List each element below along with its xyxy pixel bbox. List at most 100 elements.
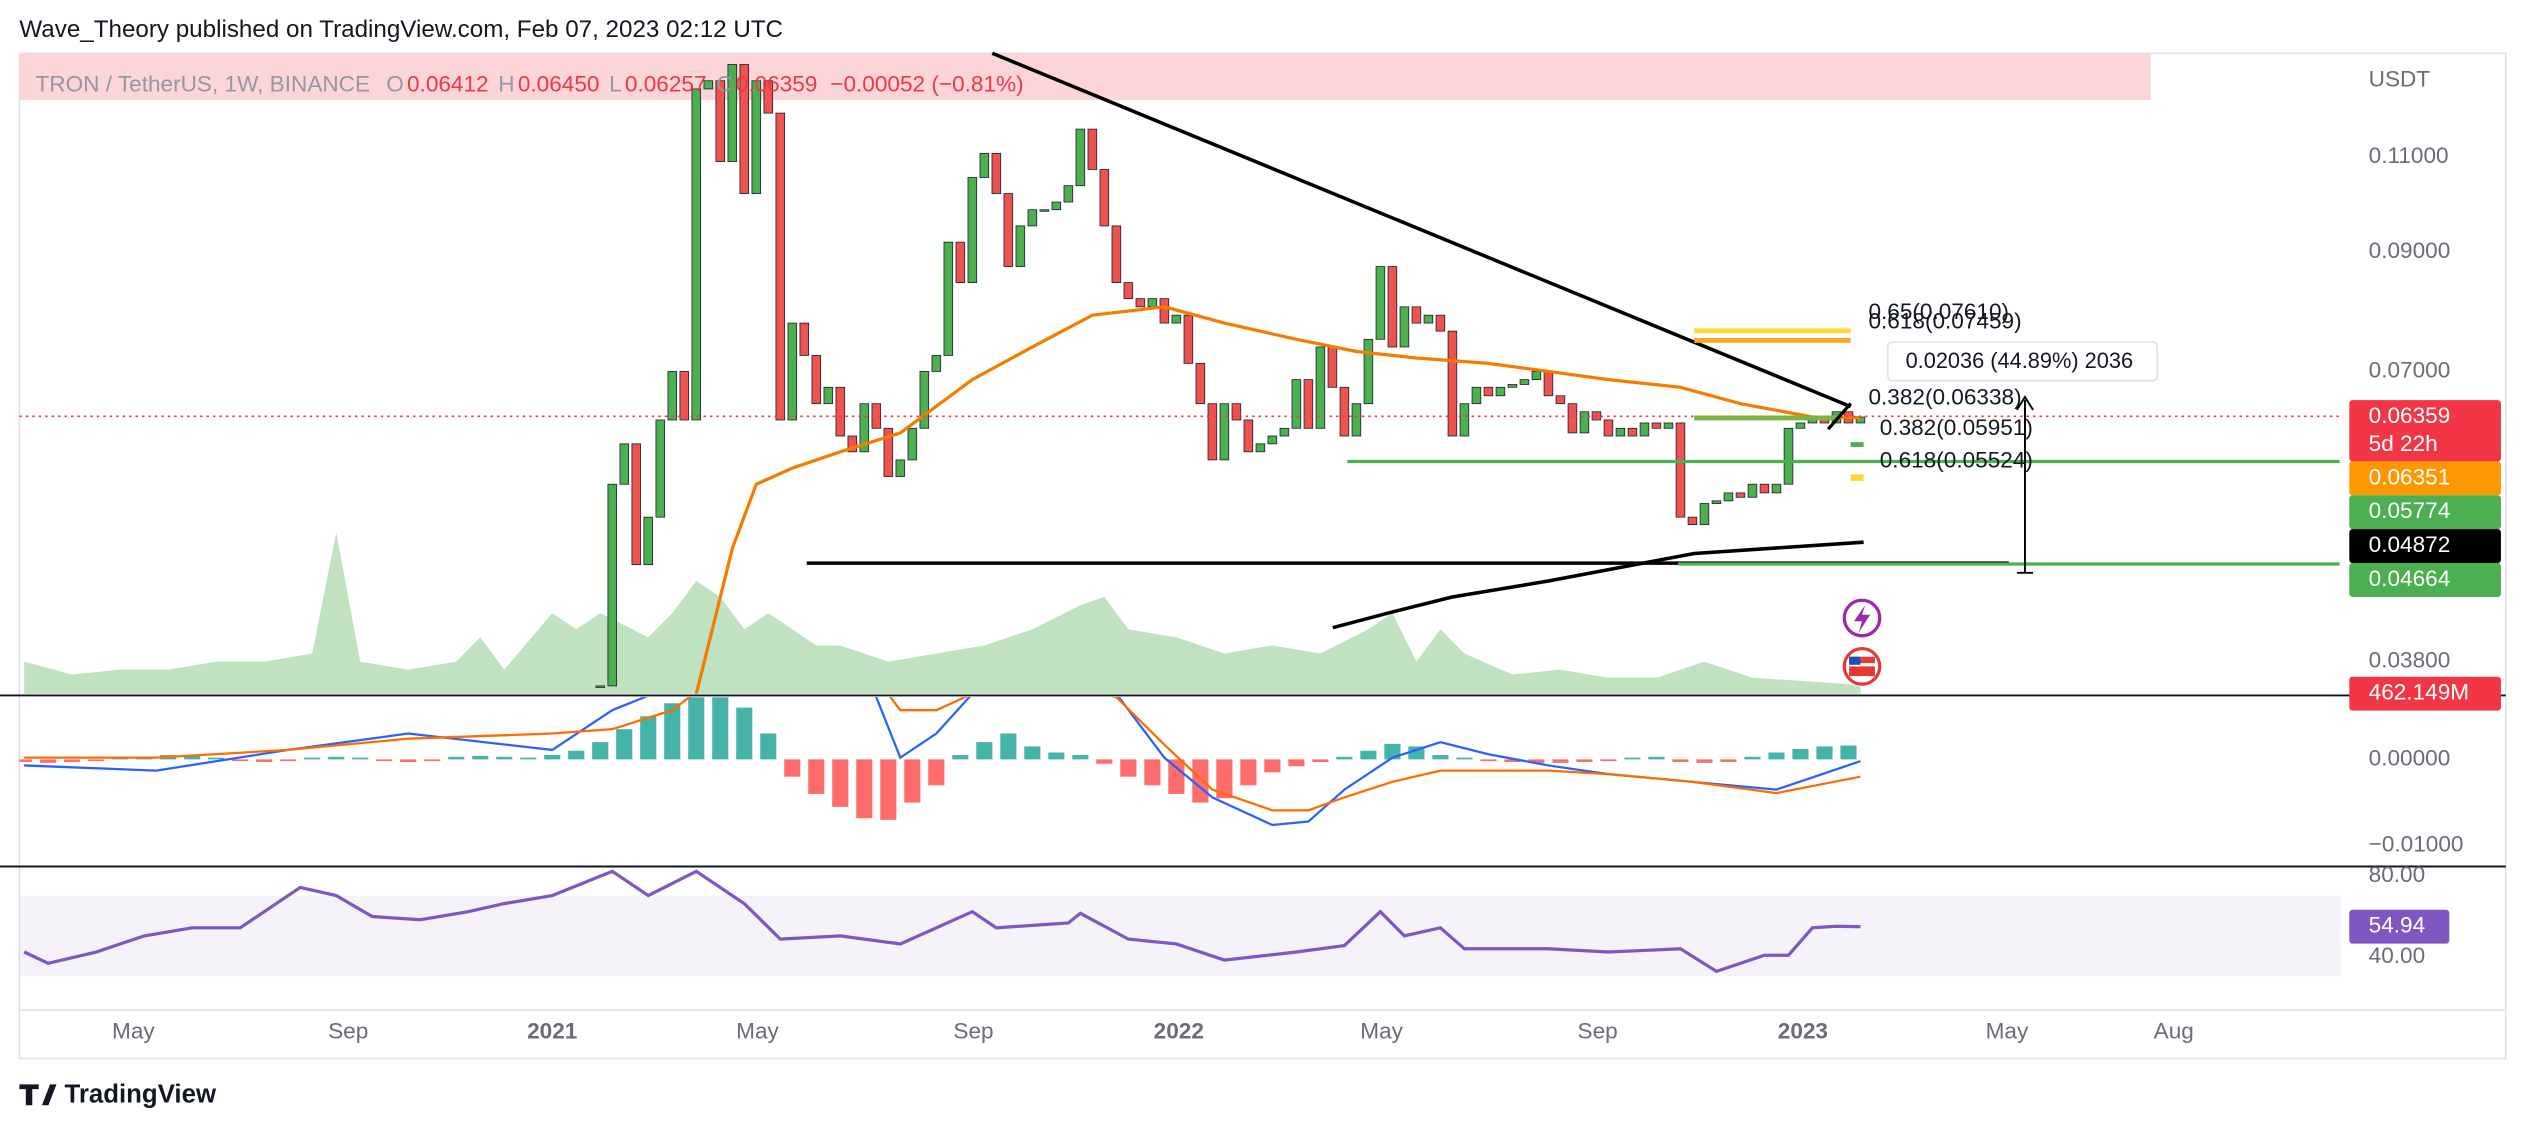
candle <box>1615 427 1626 437</box>
candle <box>691 88 702 421</box>
candle <box>1219 403 1230 461</box>
legend-key: L <box>609 71 622 96</box>
candle <box>1759 483 1770 494</box>
legend-value: 0.06359 <box>736 71 818 96</box>
candle <box>811 355 822 405</box>
rsi-tick-label: 40.00 <box>2369 943 2426 968</box>
candle <box>1555 395 1566 405</box>
rsi-band <box>19 895 2341 977</box>
candle <box>1603 419 1614 437</box>
candle <box>1123 282 1134 300</box>
macd-tick-label: −0.01000 <box>2369 832 2464 857</box>
macd-histogram-bar <box>1528 759 1545 763</box>
candle <box>1435 314 1446 332</box>
macd-histogram-bar <box>616 729 633 760</box>
legend-value: 0.06412 <box>407 71 489 96</box>
candle <box>1363 338 1374 405</box>
macd-histogram-bar <box>1744 756 1761 760</box>
candle <box>1471 386 1482 405</box>
macd-histogram-bar <box>664 703 681 760</box>
macd-pane <box>19 697 1861 827</box>
x-tick-label: May <box>1986 1019 2029 1044</box>
candle <box>847 435 858 453</box>
drawings: 0.02036 (44.89%) 2036 0.65(0.07610) 0.61… <box>19 51 2340 686</box>
x-tick-label: 2023 <box>1778 1019 1828 1044</box>
fib-label: 0.382(0.05951) <box>1880 415 2033 440</box>
candle <box>1267 435 1278 445</box>
fib-label: 0.65(0.07610) <box>1868 299 2009 324</box>
candle <box>1327 346 1338 388</box>
candle <box>1243 419 1254 453</box>
price-label-countdown: 5d 22h <box>2369 431 2438 456</box>
candle <box>1315 346 1326 429</box>
candle <box>1099 169 1110 227</box>
axes: 0.11000 0.09000 0.07000 0.03800 0.00000 −0.01… <box>112 143 2501 1044</box>
price-label-box <box>2349 461 2501 496</box>
flag-canton <box>1849 656 1861 665</box>
macd-histogram-bar <box>1168 759 1185 794</box>
macd-histogram-bar <box>184 755 201 760</box>
macd-histogram-bar <box>19 759 33 762</box>
candle <box>1519 379 1530 385</box>
x-tick-label: Aug <box>2154 1019 2194 1044</box>
candle <box>1279 427 1290 437</box>
candle <box>1711 500 1722 504</box>
rsi-tick-label: 80.00 <box>2369 862 2426 887</box>
candle <box>823 386 834 405</box>
candle <box>967 177 978 283</box>
candle <box>1291 379 1302 429</box>
fib-label: 0.618(0.05524) <box>1880 447 2033 472</box>
macd-histogram-bar <box>1552 759 1569 763</box>
legend-key: O <box>386 71 404 96</box>
candle <box>1651 422 1662 429</box>
macd-histogram-bar <box>496 756 513 760</box>
macd-histogram-bar <box>256 759 273 762</box>
candle <box>919 371 930 429</box>
macd-histogram-bar <box>784 759 801 777</box>
macd-histogram-bar <box>1696 759 1713 763</box>
macd-histogram-bar <box>1648 756 1665 760</box>
candle <box>895 459 906 477</box>
candle <box>1039 209 1050 212</box>
candle <box>979 152 990 178</box>
candle <box>1663 422 1674 429</box>
legend: TRON / TetherUS, 1W, BINANCE O 0.06412 H 0.0… <box>35 71 1023 96</box>
x-tick-label: Sep <box>1578 1019 1618 1044</box>
macd-histogram-bar <box>1024 746 1041 760</box>
macd-histogram-bar <box>808 759 825 794</box>
macd-histogram-bar <box>64 759 81 762</box>
macd-histogram-bar <box>280 759 297 762</box>
candle <box>1687 516 1698 526</box>
macd-histogram-bar <box>1792 749 1809 760</box>
candle <box>1231 403 1242 421</box>
candle <box>1675 422 1686 518</box>
candle <box>763 80 774 114</box>
candle <box>1567 403 1578 434</box>
x-tick-label: Sep <box>953 1019 993 1044</box>
macd-histogram-bar <box>1576 759 1593 762</box>
measure-label: 0.02036 (44.89%) 2036 <box>1906 348 2134 373</box>
candle <box>1747 483 1758 498</box>
macd-histogram-bar <box>1624 757 1641 760</box>
candle <box>931 355 942 372</box>
macd-histogram-bar <box>1336 756 1353 760</box>
y-tick-label: 0.11000 <box>2369 143 2449 168</box>
macd-histogram-bar <box>1288 759 1305 767</box>
candle <box>1531 371 1542 381</box>
candle <box>1735 492 1746 498</box>
currency-label: USDT <box>2369 67 2431 92</box>
candle <box>1639 422 1650 437</box>
macd-histogram-bar <box>88 759 105 762</box>
candle <box>1063 185 1074 203</box>
candle <box>1051 201 1062 211</box>
macd-histogram-bar <box>952 755 969 760</box>
macd-histogram-bar <box>1840 745 1857 760</box>
brand-logo <box>19 1084 57 1106</box>
price-label: 0.04664 <box>2369 566 2451 591</box>
candle <box>679 371 690 421</box>
legend-value: 0.06450 <box>518 71 600 96</box>
rsi-label-box <box>2349 909 2450 944</box>
macd-histogram-bar <box>352 757 369 760</box>
candle <box>1147 298 1158 308</box>
macd-histogram-bar <box>1240 759 1257 786</box>
